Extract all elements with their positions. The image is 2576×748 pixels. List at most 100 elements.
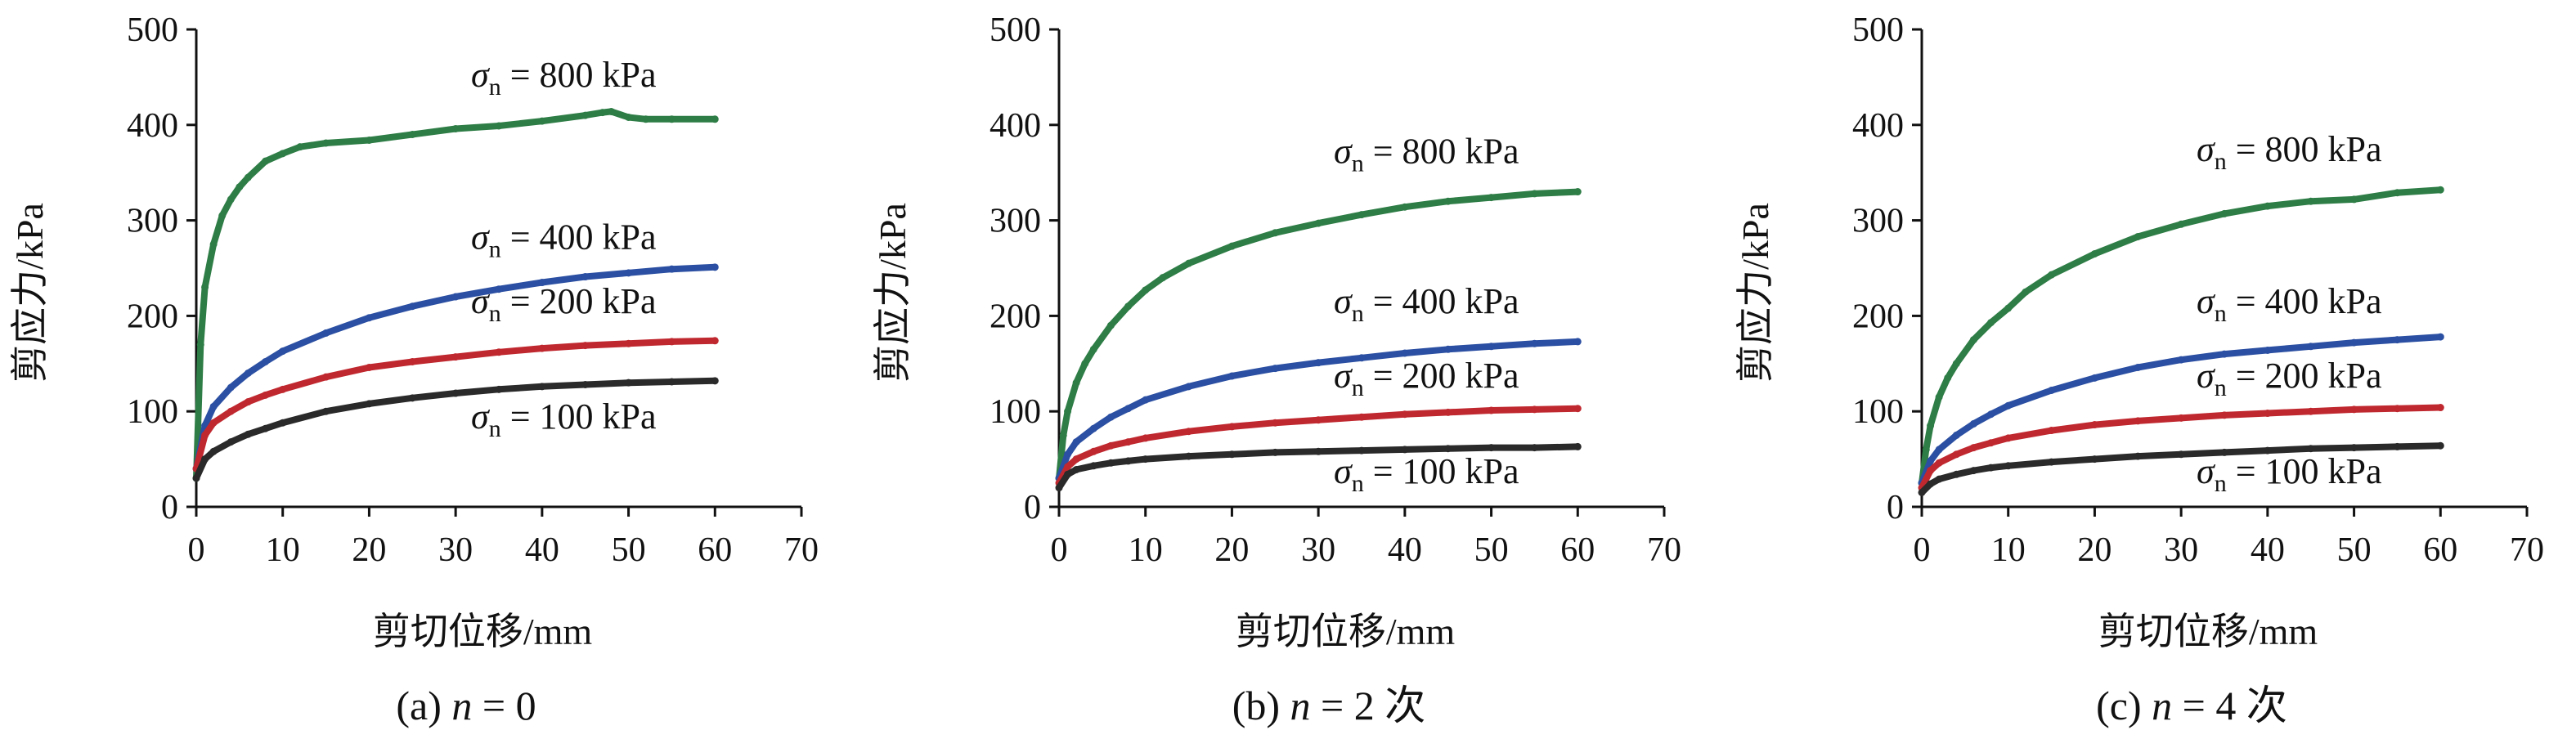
series-label: σn = 100 kPa	[1334, 451, 1519, 497]
data-point	[607, 107, 615, 115]
data-point	[1969, 419, 1977, 428]
data-point	[2264, 202, 2272, 210]
data-point	[1185, 259, 1193, 267]
data-point	[2004, 462, 2013, 470]
y-tick-label: 100	[990, 393, 1041, 431]
data-point	[1488, 343, 1496, 351]
data-point	[495, 285, 503, 293]
data-point	[201, 455, 209, 464]
series-line	[1056, 188, 1582, 481]
data-point	[209, 240, 218, 249]
series-label: σn = 200 kPa	[1334, 356, 1519, 401]
data-point	[2134, 363, 2142, 371]
data-point	[451, 353, 460, 361]
x-tick-label: 50	[2337, 531, 2372, 569]
data-point	[2393, 405, 2401, 413]
data-point	[1935, 393, 1943, 401]
data-point	[667, 338, 675, 346]
data-point	[1401, 203, 1409, 211]
data-point	[2220, 448, 2228, 456]
data-point	[2048, 387, 2056, 395]
data-point	[2307, 197, 2315, 205]
data-point	[2022, 288, 2030, 296]
data-point	[538, 279, 546, 287]
data-point	[1106, 413, 1115, 421]
x-tick-label: 20	[1214, 531, 1249, 569]
data-point	[2350, 444, 2358, 452]
data-point	[1185, 452, 1193, 460]
data-point	[1358, 211, 1366, 219]
data-point	[2350, 338, 2358, 347]
data-point	[2090, 374, 2098, 382]
data-point	[1064, 407, 1072, 415]
data-point	[201, 431, 209, 439]
data-point	[1444, 408, 1452, 416]
y-tick-label: 0	[1887, 489, 1904, 526]
data-point	[1271, 365, 1279, 373]
data-point	[1944, 374, 1952, 382]
data-point	[1358, 446, 1366, 455]
data-point	[1969, 336, 1977, 344]
data-point	[1124, 405, 1133, 413]
data-point	[1089, 462, 1097, 470]
data-point	[2350, 195, 2358, 204]
data-point	[1106, 459, 1115, 467]
data-point	[1227, 450, 1236, 459]
series-label: σn = 200 kPa	[2197, 356, 2382, 401]
data-point	[2393, 189, 2401, 197]
data-point	[1952, 450, 1960, 459]
x-tick-label: 70	[784, 531, 819, 569]
data-point	[1089, 345, 1097, 353]
data-point	[1142, 286, 1150, 294]
data-point	[1444, 445, 1452, 453]
data-point	[2393, 442, 2401, 450]
data-point	[1987, 439, 1995, 447]
data-point	[1935, 475, 1943, 483]
data-point	[2436, 333, 2444, 341]
data-point	[1927, 480, 1935, 488]
data-point	[365, 363, 373, 371]
data-point	[1952, 431, 1960, 439]
data-point	[1124, 302, 1133, 311]
data-point	[2048, 458, 2056, 466]
data-point	[1106, 441, 1115, 450]
data-point	[1314, 219, 1322, 227]
data-point	[1271, 448, 1279, 456]
data-point	[711, 377, 719, 385]
data-point	[2134, 417, 2142, 425]
data-point	[1969, 467, 1977, 475]
data-point	[2264, 346, 2272, 354]
data-point	[1072, 455, 1080, 464]
y-tick-label: 400	[990, 107, 1041, 145]
data-point	[244, 173, 252, 181]
y-tick-label: 100	[127, 393, 178, 431]
data-point	[2307, 407, 2315, 415]
data-point	[322, 407, 330, 415]
data-point	[2393, 336, 2401, 344]
x-tick-label: 70	[2510, 531, 2544, 569]
data-point	[196, 340, 204, 348]
chart-panel-c: 0 100 200 300 400 500 0 10 20 30 40 50 60 70 剪切位移/mm 剪应…	[1735, 11, 2544, 728]
x-tick-label: 40	[2251, 531, 2285, 569]
data-point	[538, 117, 546, 125]
data-point	[711, 263, 719, 271]
data-point	[262, 357, 270, 365]
x-tick-label: 50	[1474, 531, 1509, 569]
data-point	[581, 342, 590, 350]
data-point	[667, 378, 675, 386]
x-tick-label: 20	[352, 531, 386, 569]
data-point	[227, 195, 235, 204]
data-point	[279, 347, 287, 356]
data-point	[2350, 405, 2358, 414]
data-point	[1059, 431, 1067, 439]
data-point	[1573, 405, 1582, 413]
data-point	[1227, 242, 1236, 250]
y-tick-label: 300	[127, 203, 178, 240]
x-tick-label: 40	[525, 531, 559, 569]
data-point	[625, 269, 633, 277]
data-point	[2177, 356, 2185, 364]
x-tick-label: 60	[2423, 531, 2457, 569]
data-point	[1401, 446, 1409, 454]
data-point	[209, 402, 218, 410]
data-point	[2220, 209, 2228, 217]
